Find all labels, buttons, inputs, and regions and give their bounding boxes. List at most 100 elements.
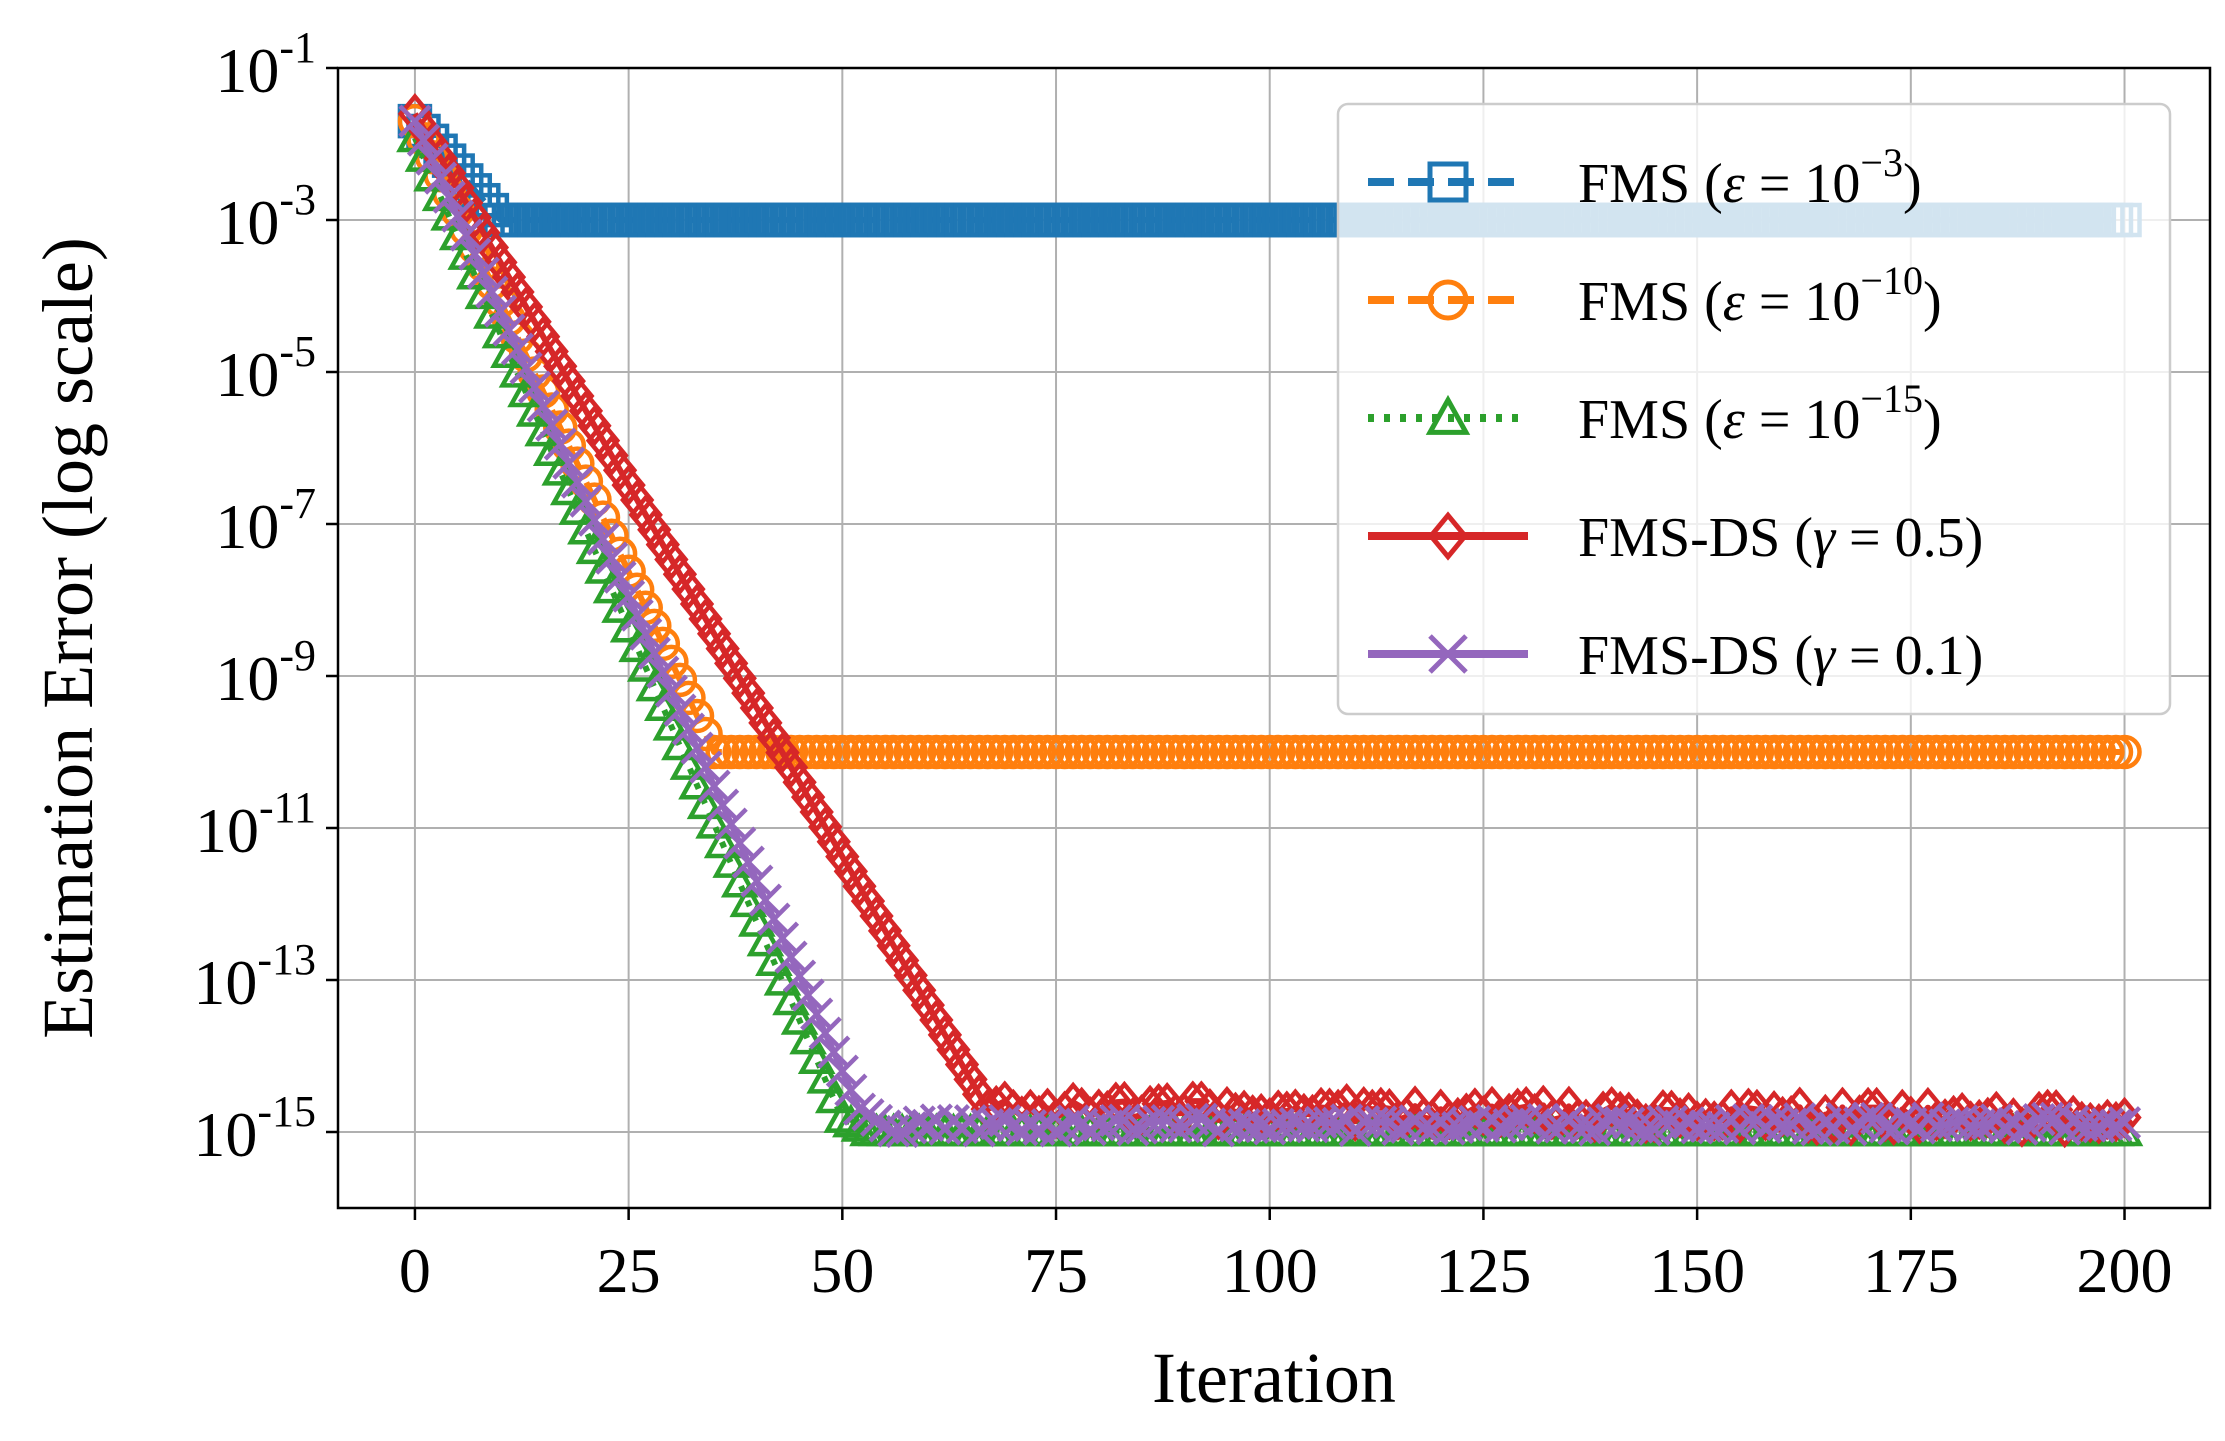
- diamond-marker: [731, 672, 766, 714]
- circle-marker: [1243, 734, 1279, 770]
- legend-entry-fmsds_g05: FMS-DS (γ = 0.5): [1368, 507, 1983, 569]
- circle-marker: [927, 734, 963, 770]
- diamond-marker: [825, 835, 860, 878]
- y-tick-label: 10-11: [195, 783, 316, 866]
- circle-marker: [1466, 734, 1501, 770]
- triangle-marker: [746, 922, 785, 957]
- circle-marker: [1355, 734, 1390, 770]
- x-marker: [483, 294, 518, 328]
- x-marker: [415, 142, 449, 176]
- circle-marker: [1038, 734, 1074, 770]
- x-marker: [2107, 1106, 2142, 1140]
- y-tick-label: 10-5: [215, 327, 316, 410]
- circle-marker: [2090, 734, 2125, 770]
- circle-marker: [1406, 734, 1441, 770]
- diamond-marker: [842, 865, 877, 908]
- circle-marker: [1427, 279, 1469, 321]
- circle-marker: [1107, 734, 1142, 770]
- diamond-marker: [525, 315, 561, 358]
- circle-marker: [1927, 734, 1963, 770]
- circle-marker: [1081, 734, 1117, 770]
- circle-marker: [731, 734, 766, 770]
- x-marker: [663, 693, 697, 727]
- x-marker: [757, 902, 791, 936]
- circle-marker: [1380, 734, 1416, 770]
- x-marker: [817, 1035, 851, 1069]
- diamond-marker: [491, 256, 527, 298]
- circle-marker: [876, 734, 911, 770]
- x-marker: [988, 1104, 1022, 1138]
- circle-marker: [1030, 734, 1065, 770]
- triangle-marker: [1425, 394, 1471, 435]
- circle-marker: [1765, 734, 1800, 770]
- x-marker: [885, 1114, 919, 1149]
- circle-marker: [1098, 734, 1134, 770]
- diamond-marker: [551, 360, 586, 402]
- circle-marker: [1278, 734, 1313, 770]
- circle-marker: [1662, 734, 1698, 770]
- x-axis-label: Iteration: [1152, 1338, 1396, 1418]
- circle-marker: [1124, 734, 1159, 770]
- circle-marker: [1782, 734, 1817, 770]
- circle-marker: [1944, 734, 1980, 770]
- circle-marker: [2004, 734, 2040, 770]
- circle-marker: [1602, 734, 1638, 770]
- circle-marker: [1286, 734, 1322, 770]
- legend: FMS (ε = 10−3) FMS (ε = 10−10) FMS (ε = 10…: [1336, 102, 2172, 716]
- circle-marker: [1252, 734, 1287, 770]
- x-marker: [1885, 1102, 1919, 1136]
- diamond-marker: [585, 419, 621, 462]
- circle-marker: [2021, 734, 2057, 770]
- diamond-marker: [620, 479, 655, 521]
- diamond-marker: [782, 761, 817, 804]
- x-marker: [509, 351, 543, 385]
- circle-marker: [1269, 734, 1305, 770]
- x-tick-label: 175: [1863, 1235, 1959, 1306]
- circle-marker: [961, 734, 997, 770]
- circle-marker: [2081, 734, 2117, 770]
- triangle-marker: [755, 942, 793, 976]
- circle-marker: [1115, 734, 1151, 770]
- triangle-marker: [652, 706, 691, 741]
- circle-marker: [919, 734, 954, 770]
- diamond-marker: [654, 538, 689, 581]
- triangle-marker: [515, 392, 554, 427]
- diamond-marker: [602, 449, 638, 492]
- y-axis-label: Estimation Error (log scale): [28, 237, 108, 1039]
- x-marker: [620, 598, 654, 632]
- triangle-marker: [763, 961, 802, 996]
- triangle-marker: [789, 1020, 827, 1055]
- x-marker: [629, 617, 663, 651]
- circle-marker: [884, 734, 920, 770]
- circle-marker: [1261, 734, 1296, 770]
- diamond-marker: [679, 583, 715, 625]
- ticks: 0 25 50 75 100 125 150 175 200 10-1 10-3 10-5 10-7 10…: [193, 23, 2172, 1306]
- y-tick-label: 10-3: [215, 175, 316, 258]
- x-marker: [1697, 1111, 1731, 1145]
- circle-marker: [833, 734, 869, 770]
- circle-marker: [1491, 734, 1527, 770]
- circle-marker: [1790, 734, 1826, 770]
- x-marker: [1612, 1106, 1646, 1140]
- x-tick-label: 50: [810, 1235, 874, 1306]
- diamond-marker: [1782, 1086, 1817, 1129]
- x-marker: [654, 674, 688, 708]
- x-marker: [637, 636, 671, 670]
- x-marker: [441, 199, 475, 233]
- diamond-marker: [517, 300, 552, 343]
- x-marker: [2099, 1108, 2133, 1142]
- triangle-marker: [720, 863, 759, 898]
- circle-marker: [936, 734, 971, 770]
- x-marker: [569, 484, 603, 518]
- x-marker: [526, 389, 560, 423]
- x-marker: [449, 218, 483, 252]
- circle-marker: [2030, 734, 2065, 770]
- diamond-marker: [867, 910, 903, 952]
- circle-marker: [1329, 734, 1364, 770]
- x-tick-label: 0: [399, 1235, 431, 1306]
- circle-marker: [1295, 734, 1330, 770]
- circle-marker: [1517, 734, 1552, 770]
- triangle-marker: [772, 981, 810, 1016]
- circle-marker: [1166, 734, 1202, 770]
